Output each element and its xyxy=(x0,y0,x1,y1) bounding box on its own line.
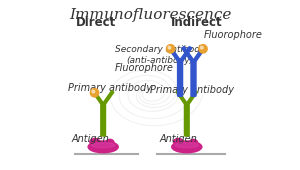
Ellipse shape xyxy=(90,139,100,145)
Circle shape xyxy=(168,46,171,49)
FancyBboxPatch shape xyxy=(178,62,183,96)
Text: Primary antibody: Primary antibody xyxy=(68,83,152,93)
Text: Antigen: Antigen xyxy=(159,133,197,143)
Text: Primary antibody: Primary antibody xyxy=(150,85,234,95)
Ellipse shape xyxy=(172,141,202,153)
Circle shape xyxy=(199,45,207,53)
Ellipse shape xyxy=(189,139,198,146)
Text: Direct: Direct xyxy=(76,16,117,29)
Ellipse shape xyxy=(173,139,183,145)
FancyArrow shape xyxy=(192,46,205,63)
Text: Indirect: Indirect xyxy=(171,16,223,29)
Text: Secondary antibody
(anti-antibody): Secondary antibody (anti-antibody) xyxy=(115,45,205,65)
FancyArrow shape xyxy=(168,46,181,63)
FancyArrow shape xyxy=(102,91,114,106)
FancyArrow shape xyxy=(176,91,188,106)
Ellipse shape xyxy=(92,143,115,148)
FancyArrow shape xyxy=(179,46,192,63)
FancyBboxPatch shape xyxy=(184,104,189,136)
FancyBboxPatch shape xyxy=(191,62,196,96)
Ellipse shape xyxy=(88,141,118,153)
Text: Antigen: Antigen xyxy=(71,133,109,143)
FancyBboxPatch shape xyxy=(101,104,106,136)
FancyArrow shape xyxy=(92,91,104,106)
Text: Immunofluorescence: Immunofluorescence xyxy=(69,8,231,22)
Circle shape xyxy=(92,90,95,93)
FancyArrow shape xyxy=(182,46,195,63)
Text: Fluorophore: Fluorophore xyxy=(115,63,174,73)
Circle shape xyxy=(90,89,99,97)
Circle shape xyxy=(200,46,203,49)
Circle shape xyxy=(167,45,175,53)
Text: Fluorophore: Fluorophore xyxy=(203,30,262,40)
Ellipse shape xyxy=(106,139,114,146)
FancyArrow shape xyxy=(186,91,197,106)
Ellipse shape xyxy=(175,143,199,148)
